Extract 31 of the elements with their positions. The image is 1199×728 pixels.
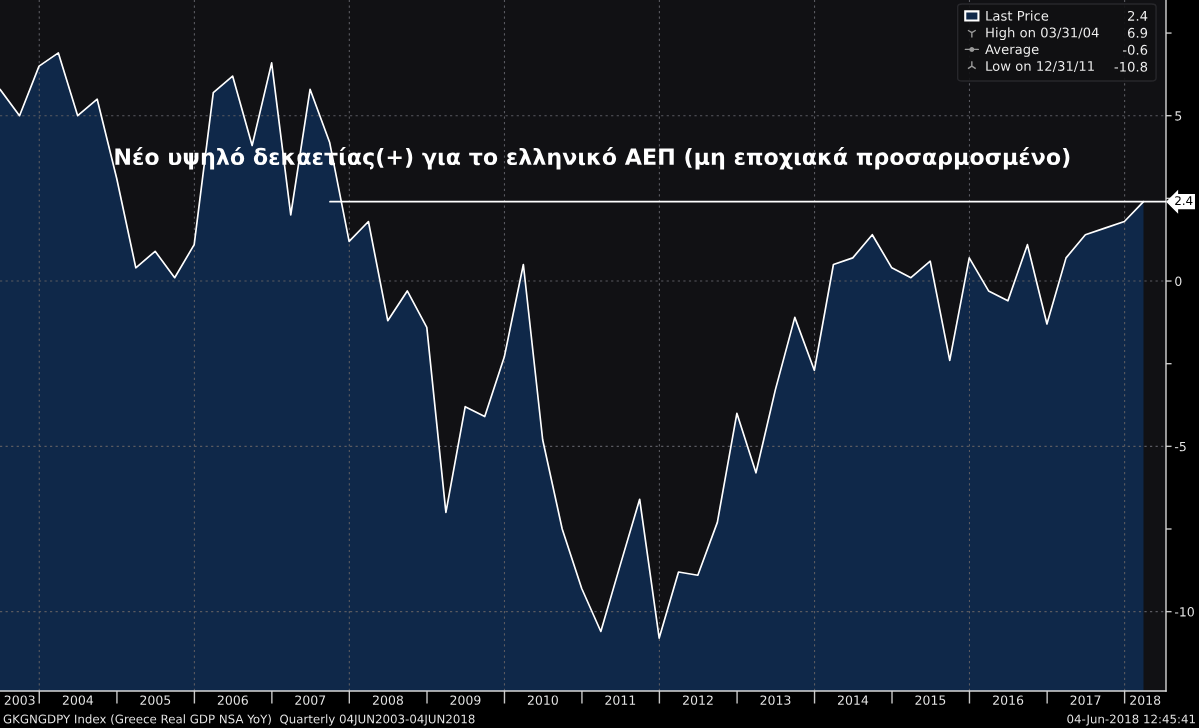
x-tick-label: 2014 xyxy=(837,695,869,705)
annotation: Average xyxy=(985,44,1039,57)
text: GKGNGDPY Index (Greece Real GDP NSA YoY) Quarterly 04JUN2003-04JUN2018 xyxy=(3,714,475,726)
x-tick-label: 2006 xyxy=(217,695,248,705)
x-tick-label: 2010 xyxy=(527,695,558,705)
x-tick-label: 2011 xyxy=(605,695,636,705)
annotation: -0.6 xyxy=(1122,44,1148,55)
y-tick-label: 5 xyxy=(1175,111,1182,121)
x-tick-label: 2008 xyxy=(372,695,404,705)
x-tick-label: 2016 xyxy=(993,695,1024,705)
y-tick-label: 0 xyxy=(1175,276,1182,286)
x-tick-label: 2003 xyxy=(4,695,35,705)
x-tick-label: 2004 xyxy=(62,695,94,705)
legend-label: Last Price xyxy=(986,10,1049,21)
annotation: High on 03/31/04 xyxy=(986,27,1099,41)
annotation: Low on 12/31/11 xyxy=(986,60,1094,72)
x-tick-label: 2013 xyxy=(760,695,791,705)
x-tick-label: 2017 xyxy=(1070,695,1101,705)
x-tick-label: 2005 xyxy=(140,695,171,705)
text: 04-Jun-2018 12:45:41 xyxy=(1067,714,1195,726)
y-tick-label: -10 xyxy=(1174,607,1194,617)
annotation: 2.4 xyxy=(1128,10,1148,21)
annotation: -10.8 xyxy=(1114,61,1148,72)
y-tick-label: -5 xyxy=(1174,441,1186,452)
x-tick-label: 2012 xyxy=(683,695,713,705)
ref-line-label: 2.4 xyxy=(1175,196,1193,205)
x-tick-label: 2018 xyxy=(1130,695,1161,705)
x-tick-label: 2009 xyxy=(450,695,481,705)
x-tick-label: 2007 xyxy=(295,695,326,705)
annotation: 6.9 xyxy=(1127,27,1148,38)
x-tick-label: 2015 xyxy=(915,695,946,705)
